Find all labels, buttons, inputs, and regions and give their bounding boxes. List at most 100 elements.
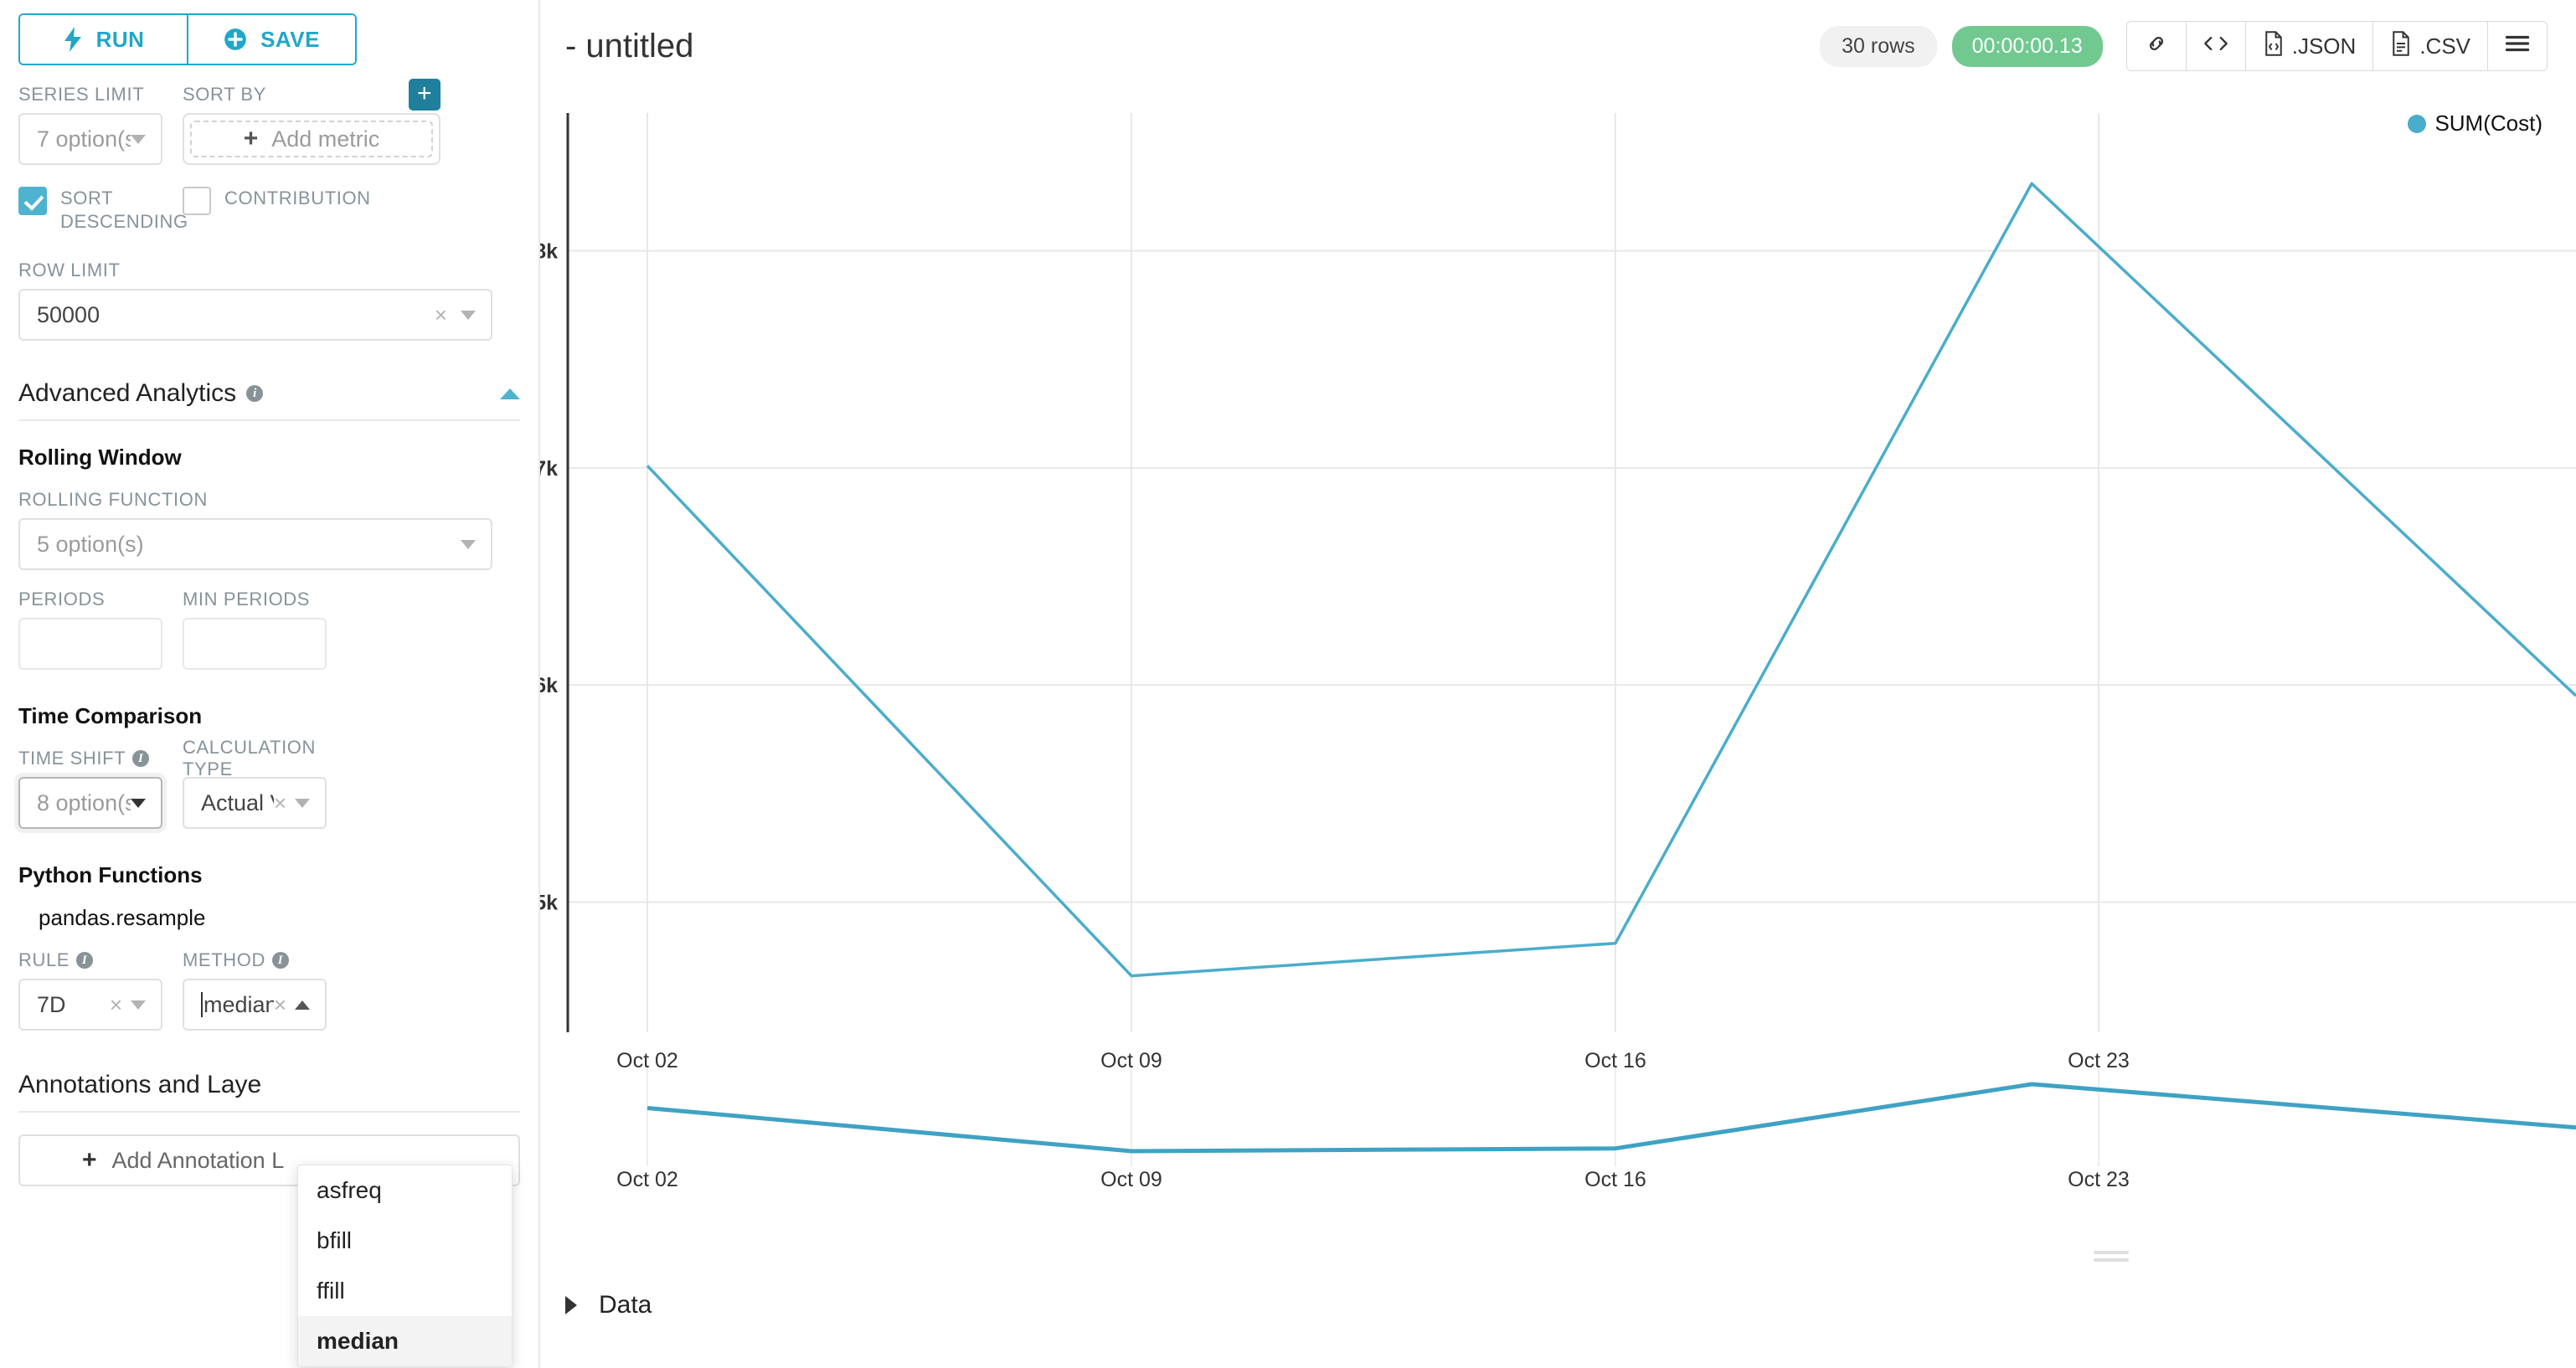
chevron-down-icon <box>461 310 476 320</box>
contribution-checkbox[interactable]: CONTRIBUTION <box>183 187 440 233</box>
time-shift-label-row: TIME SHIFT i <box>18 748 162 769</box>
method-option-asfreq[interactable]: asfreq <box>317 1177 382 1203</box>
hamburger-menu-icon <box>2505 33 2530 60</box>
chevron-down-icon <box>131 134 146 144</box>
calculation-type-select[interactable]: Actual V... × <box>183 777 327 829</box>
row-limit-field: ROW LIMIT 50000 × <box>18 260 492 341</box>
embed-code-button[interactable] <box>2185 22 2245 70</box>
add-annotation-layer-button[interactable]: + Add Annotation L <box>18 1134 520 1186</box>
lightning-icon <box>63 27 83 52</box>
series-limit-field: SERIES LIMIT 7 option(s) <box>18 84 162 165</box>
series-limit-value: 7 option(s) <box>37 126 131 152</box>
time-shift-label: TIME SHIFT <box>18 748 126 769</box>
rolling-function-select[interactable]: 5 option(s) <box>18 518 492 570</box>
chevron-up-icon[interactable] <box>500 388 520 399</box>
svg-text:Oct 16: Oct 16 <box>1584 1168 1646 1191</box>
method-option-bfill[interactable]: bfill <box>317 1227 353 1253</box>
chart-header: - untitled 30 rows 00:00:00.13 <box>540 0 2576 92</box>
rolling-function-label: ROLLING FUNCTION <box>18 489 208 510</box>
info-icon[interactable]: i <box>271 952 289 969</box>
rolling-function-value: 5 option(s) <box>37 531 144 557</box>
svg-text:8k: 8k <box>540 240 558 264</box>
checkbox-unchecked-icon <box>183 187 211 215</box>
chevron-up-icon <box>295 1000 310 1010</box>
checkbox-checked-icon <box>18 187 47 215</box>
time-comparison-title: Time Comparison <box>18 703 203 728</box>
info-icon[interactable]: i <box>132 750 150 767</box>
download-csv-button[interactable]: .CSV <box>2372 22 2487 70</box>
time-shift-field: TIME SHIFT i 8 option(s) <box>18 748 162 829</box>
clear-icon[interactable]: × <box>109 992 122 1017</box>
clear-icon[interactable]: × <box>273 790 286 815</box>
link-icon <box>2144 31 2169 62</box>
time-comparison-row: TIME SHIFT i 8 option(s) CALCULATION TYP… <box>18 729 520 829</box>
sort-by-placeholder: Add metric <box>271 126 380 152</box>
svg-text:Oct 02: Oct 02 <box>616 1168 678 1191</box>
download-json-label: .JSON <box>2291 33 2357 59</box>
chevron-right-icon <box>565 1296 577 1314</box>
json-file-icon <box>2263 30 2285 62</box>
download-json-button[interactable]: .JSON <box>2244 22 2373 70</box>
sort-by-label: SORT BY <box>183 84 266 105</box>
checkbox-row: SORT DESCENDING CONTRIBUTION <box>18 165 520 233</box>
chevron-down-icon <box>131 798 146 808</box>
data-section-label: Data <box>599 1291 652 1319</box>
resample-row: RULE i 7D × METHOD i median × <box>18 931 520 1031</box>
sort-by-field: SORT BY + + Add metric <box>183 79 440 165</box>
calculation-type-field: CALCULATION TYPE Actual V... × <box>183 737 327 829</box>
chart-legend[interactable]: SUM(Cost) <box>2408 111 2543 136</box>
plus-icon: + <box>243 125 259 152</box>
legend-label-sum-cost: SUM(Cost) <box>2434 111 2543 136</box>
line-chart[interactable]: 5k 6k 7k 8k Oct 02 Oct 09 Oct 16 Oct 23 Oct 02 Oc… <box>534 92 2576 1206</box>
save-button[interactable]: SAVE <box>187 15 355 64</box>
add-sort-metric-button[interactable]: + <box>409 79 440 111</box>
data-section-toggle[interactable]: Data <box>565 1291 652 1319</box>
row-limit-value: 50000 <box>37 301 100 327</box>
min-periods-input[interactable] <box>183 618 327 670</box>
chevron-down-icon <box>461 539 476 549</box>
advanced-analytics-title: Advanced Analytics <box>18 379 237 407</box>
annotations-title: Annotations and Laye <box>18 1071 262 1098</box>
annotations-header[interactable]: Annotations and Laye <box>18 1071 520 1099</box>
sort-by-dropzone[interactable]: + Add metric <box>183 113 440 165</box>
row-limit-select[interactable]: 50000 × <box>18 289 492 341</box>
resize-handle[interactable] <box>2094 1251 2129 1266</box>
download-csv-label: .CSV <box>2419 33 2470 59</box>
sort-descending-checkbox[interactable]: SORT DESCENDING <box>18 187 188 233</box>
sort-by-label-row: SORT BY + <box>183 79 440 111</box>
clear-icon[interactable]: × <box>434 302 447 327</box>
method-option-median[interactable]: median <box>298 1316 512 1366</box>
rule-field: RULE i 7D × <box>18 949 162 1031</box>
svg-text:Oct 09: Oct 09 <box>1100 1168 1162 1191</box>
save-button-label: SAVE <box>260 26 320 52</box>
info-icon[interactable]: i <box>76 952 94 969</box>
method-label: METHOD <box>183 949 265 970</box>
info-icon[interactable]: i <box>246 385 264 402</box>
advanced-analytics-header[interactable]: Advanced Analytics i <box>18 379 520 408</box>
pandas-resample-label: pandas.resample <box>39 905 206 930</box>
plus-circle-icon <box>224 28 247 51</box>
python-functions-title: Python Functions <box>18 862 203 887</box>
series-limit-select[interactable]: 7 option(s) <box>18 113 162 165</box>
clear-icon[interactable]: × <box>273 992 286 1017</box>
divider <box>18 1111 520 1113</box>
chevron-down-icon <box>295 798 310 808</box>
method-value: median <box>204 991 274 1017</box>
query-duration-badge: 00:00:00.13 <box>1951 25 2103 67</box>
link-button[interactable] <box>2126 22 2186 70</box>
run-button[interactable]: RUN <box>20 15 187 64</box>
menu-button[interactable] <box>2487 22 2547 70</box>
min-periods-label: MIN PERIODS <box>183 589 311 609</box>
method-select[interactable]: median × <box>183 979 327 1031</box>
time-shift-select[interactable]: 8 option(s) <box>18 777 162 829</box>
rule-select[interactable]: 7D × <box>18 979 162 1031</box>
plus-icon: + <box>82 1146 97 1174</box>
svg-text:6k: 6k <box>540 674 558 697</box>
periods-input[interactable] <box>18 618 162 670</box>
calculation-type-label: CALCULATION TYPE <box>183 737 316 779</box>
contribution-label: CONTRIBUTION <box>224 188 371 208</box>
method-option-ffill[interactable]: ffill <box>317 1278 345 1304</box>
method-field: METHOD i median × <box>183 949 327 1031</box>
method-dropdown-menu[interactable]: asfreq bfill ffill median <box>297 1165 513 1367</box>
